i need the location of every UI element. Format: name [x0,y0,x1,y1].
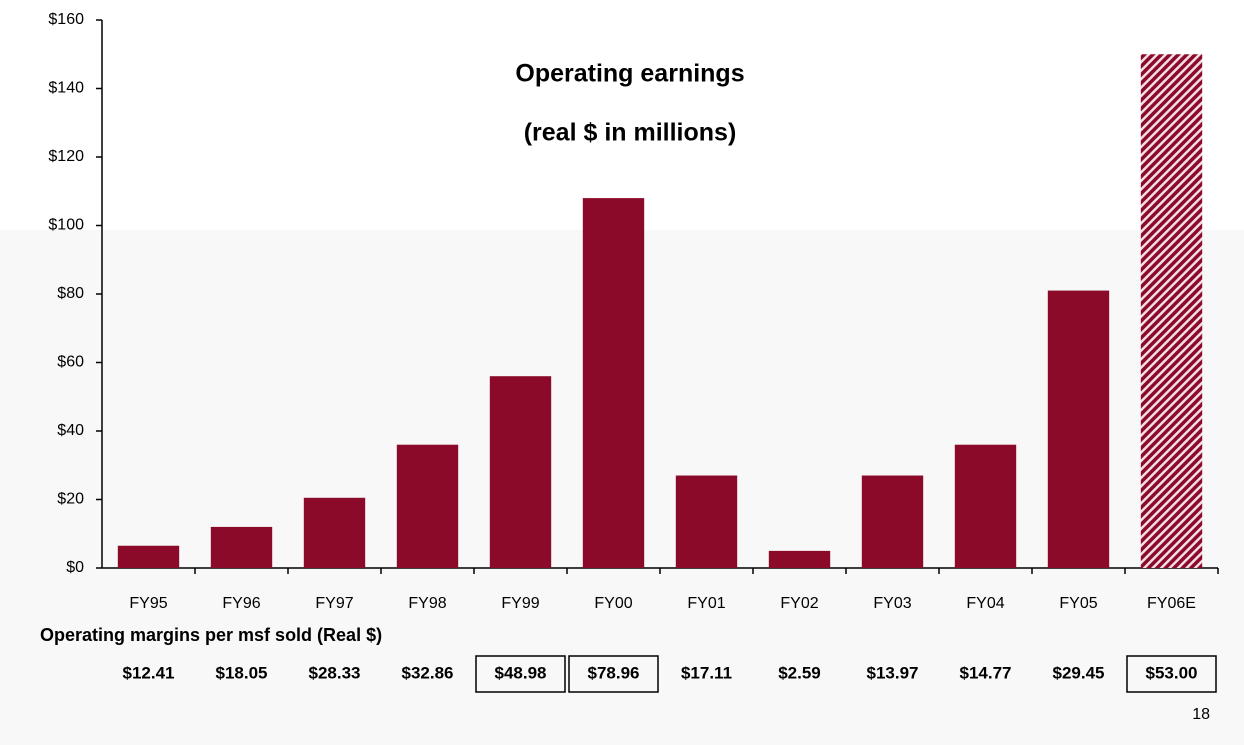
y-tick-label: $20 [57,491,84,508]
margin-value: $48.98 [495,663,547,682]
bar [118,546,179,568]
bar [397,445,458,568]
y-tick-label: $100 [48,217,84,234]
chart-subtitle: (real $ in millions) [524,119,737,147]
margin-value: $32.86 [402,663,454,682]
x-tick-label: FY98 [408,595,446,612]
x-tick-label: FY99 [501,595,539,612]
y-tick-label: $80 [57,285,84,302]
x-tick-label: FY02 [780,595,818,612]
margin-value: $12.41 [123,663,175,682]
margin-value: $18.05 [216,663,268,682]
margins-title: Operating margins per msf sold (Real $) [40,625,382,645]
chart-title: Operating earnings [515,60,744,88]
page: Operating earnings (real $ in millions) … [0,0,1244,745]
page-number: 18 [1192,706,1210,723]
margin-value: $78.96 [588,663,640,682]
bar [583,198,644,568]
bar [304,498,365,568]
y-tick-label: $60 [57,354,84,371]
y-tick-label: $160 [48,11,84,28]
chart: Operating earnings (real $ in millions) … [0,0,1244,745]
bar [1048,291,1109,568]
x-tick-label: FY96 [222,595,260,612]
margin-value: $14.77 [960,663,1012,682]
margin-value: $2.59 [778,663,821,682]
y-tick-label: $140 [48,80,84,97]
bar [955,445,1016,568]
margin-value: $13.97 [867,663,919,682]
y-tick-label: $120 [48,148,84,165]
x-tick-label: FY06E [1147,595,1196,612]
x-tick-label: FY97 [315,595,353,612]
bar [676,476,737,568]
margin-value: $53.00 [1146,663,1198,682]
y-tick-label: $0 [66,559,84,576]
margin-value: $28.33 [309,663,361,682]
y-tick-label: $40 [57,422,84,439]
x-tick-label: FY00 [594,595,632,612]
x-tick-label: FY03 [873,595,911,612]
x-tick-label: FY05 [1059,595,1097,612]
bar [862,476,923,568]
bar [769,551,830,568]
margin-value: $17.11 [681,663,732,682]
x-tick-label: FY01 [687,595,725,612]
bar [1141,54,1202,568]
margin-value: $29.45 [1053,663,1105,682]
x-tick-label: FY95 [129,595,167,612]
x-tick-label: FY04 [966,595,1004,612]
bar [211,527,272,568]
bar [490,376,551,568]
